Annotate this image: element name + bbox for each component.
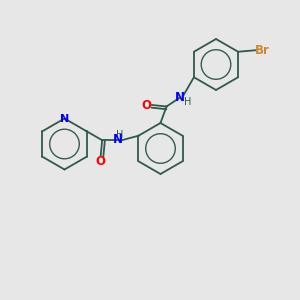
Text: N: N [60, 113, 69, 124]
Text: N: N [175, 91, 185, 104]
Text: N: N [112, 133, 122, 146]
Text: O: O [142, 98, 152, 112]
Text: O: O [96, 155, 106, 168]
Text: H: H [184, 97, 191, 107]
Text: H: H [116, 130, 124, 140]
Text: Br: Br [255, 44, 269, 57]
